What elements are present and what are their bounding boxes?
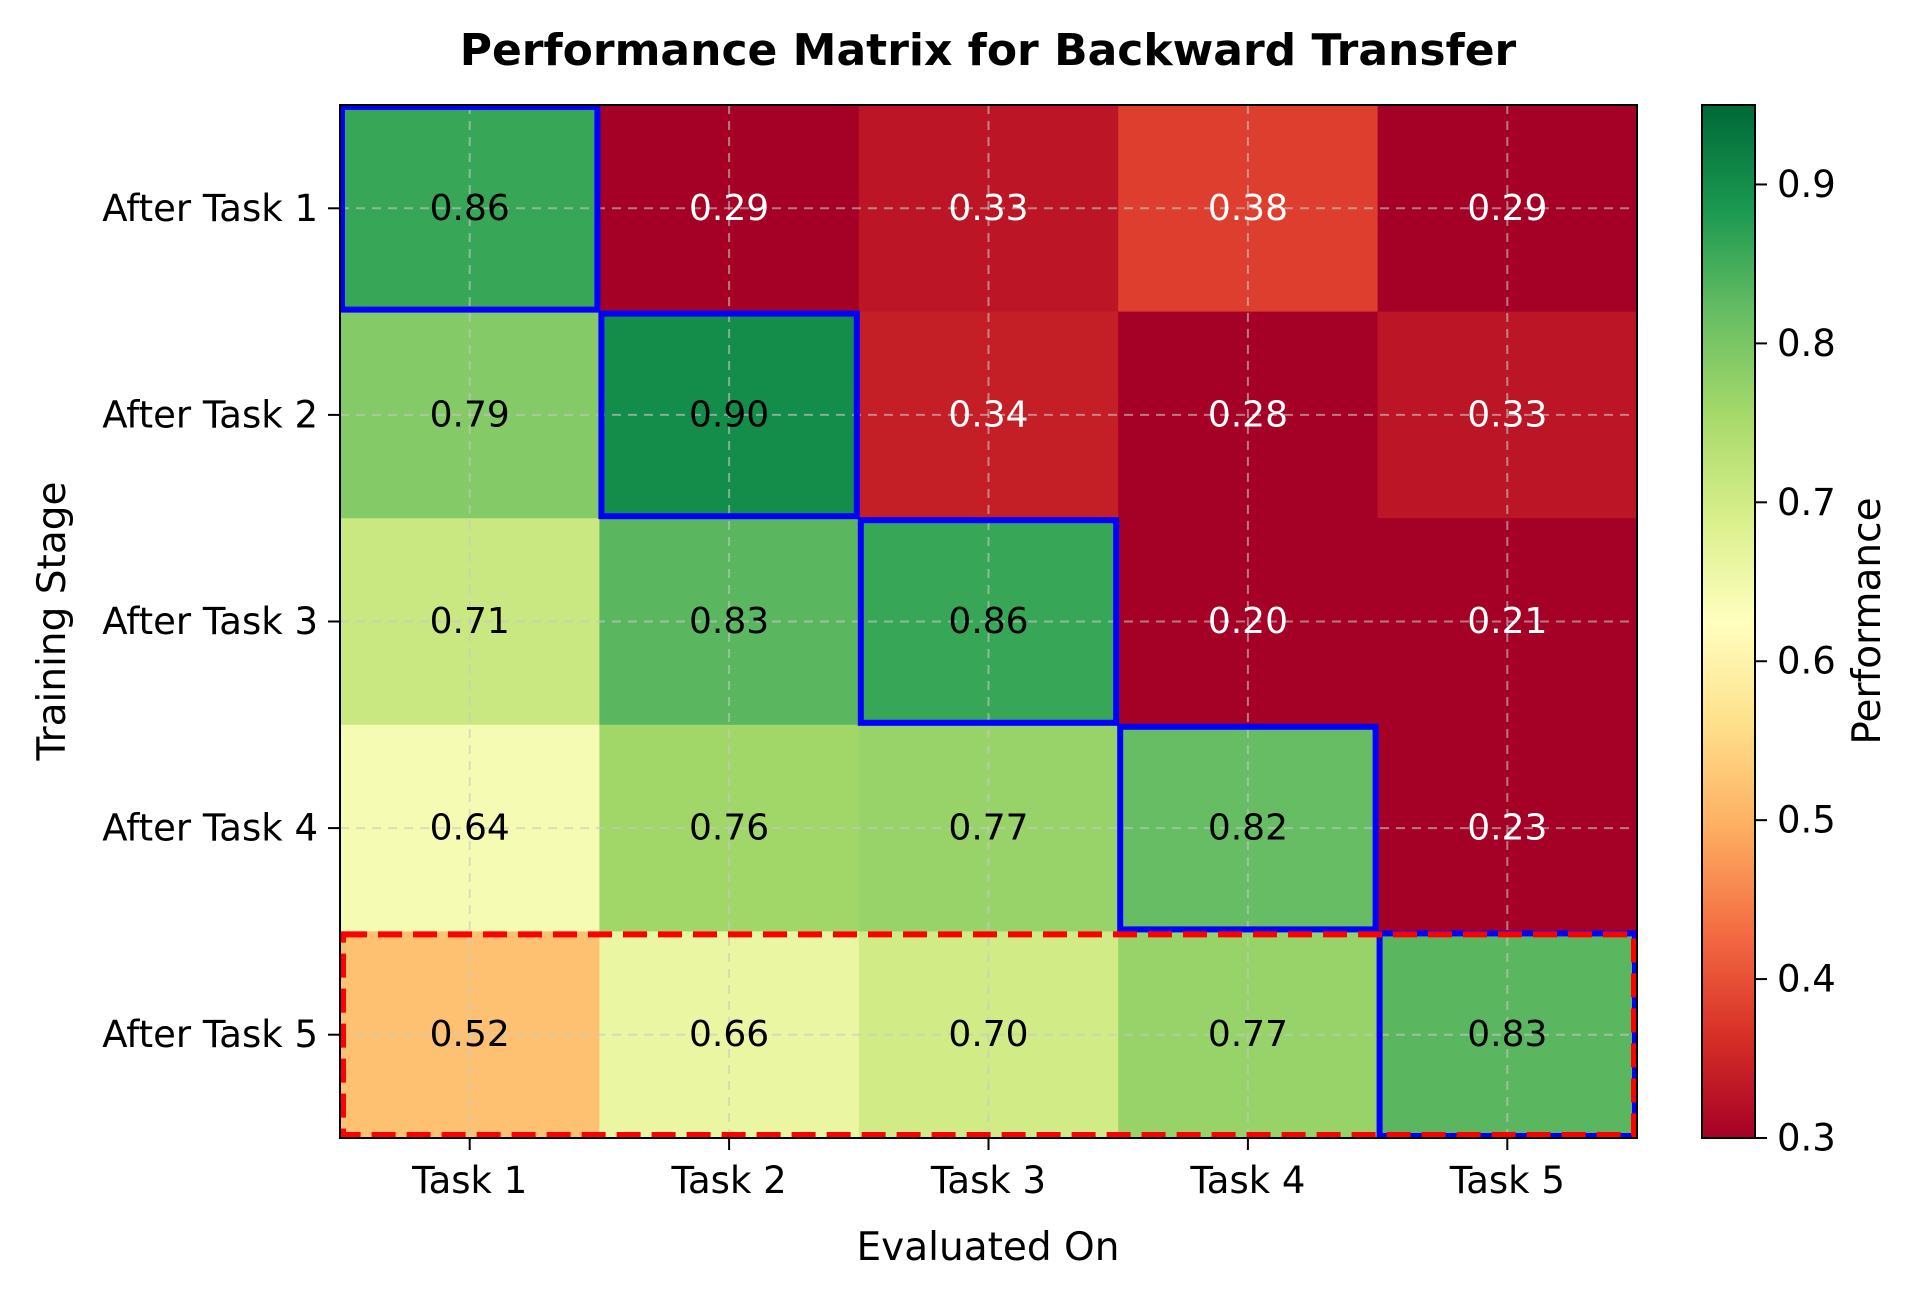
colorbar-label: Performance	[1845, 497, 1890, 744]
cell-value-label: 0.21	[1467, 601, 1547, 642]
cell-value-label: 0.86	[430, 188, 510, 229]
y-tick-label: After Task 3	[102, 600, 318, 643]
colorbar-ticks: 0.3 0.4 0.5 0.6 0.7 0.8 0.9	[1755, 163, 1836, 1160]
cell-value-label: 0.77	[1208, 1014, 1288, 1055]
cell-value-labels: 0.86 0.29 0.33 0.38 0.29 0.79 0.90 0.34 0.28 0.33…	[430, 188, 1548, 1055]
cell-value-label: 0.82	[1208, 808, 1288, 849]
cell-value-label: 0.38	[1208, 188, 1288, 229]
highlight-outlines	[339, 104, 1638, 1140]
y-tick-label: After Task 2	[102, 393, 318, 436]
cell-value-label: 0.64	[430, 808, 510, 849]
cell-value-label: 0.33	[1467, 394, 1547, 435]
y-tick-label: After Task 1	[102, 187, 318, 230]
diagonal-outline	[1117, 723, 1379, 933]
final-row-outline	[340, 931, 1637, 1139]
x-tick-label: Task 4	[1189, 1159, 1305, 1202]
chart-title: Performance Matrix for Backward Transfer	[460, 25, 1517, 76]
colorbar-tick-label: 0.9	[1777, 163, 1836, 206]
cell-value-label: 0.71	[430, 601, 510, 642]
y-tick-label: After Task 4	[102, 807, 318, 850]
cell-value-label: 0.28	[1208, 394, 1288, 435]
colorbar	[1701, 104, 1756, 1139]
cell-value-label: 0.23	[1467, 808, 1547, 849]
diagonal-outline	[598, 310, 860, 520]
cell-value-label: 0.52	[430, 1014, 510, 1055]
cell-value-label: 0.79	[430, 394, 510, 435]
cell-value-label: 0.83	[689, 601, 769, 642]
cell-value-label: 0.70	[948, 1014, 1028, 1055]
cell-value-label: 0.76	[689, 808, 769, 849]
cell-value-label: 0.77	[948, 808, 1028, 849]
x-axis-label: Evaluated On	[857, 1225, 1120, 1270]
colorbar-tick-label: 0.7	[1777, 481, 1836, 524]
cell-value-label: 0.34	[948, 394, 1028, 435]
diagonal-outline	[857, 517, 1120, 726]
diagonal-outline	[339, 104, 601, 313]
x-tick-label: Task 2	[671, 1159, 787, 1202]
colorbar-tick-label: 0.5	[1777, 799, 1836, 842]
y-tick-label: After Task 5	[102, 1013, 318, 1056]
cell-value-label: 0.66	[689, 1014, 769, 1055]
colorbar-tick-label: 0.4	[1777, 958, 1836, 1001]
x-tick-label: Task 1	[411, 1159, 527, 1202]
cell-value-label: 0.83	[1467, 1014, 1547, 1055]
grid-lines	[340, 105, 1637, 1138]
x-tick-label: Task 5	[1449, 1159, 1565, 1202]
cell-value-label: 0.86	[948, 601, 1028, 642]
colorbar-tick-label: 0.3	[1777, 1117, 1836, 1160]
x-tick-label: Task 3	[930, 1159, 1046, 1202]
colorbar-tick-label: 0.8	[1777, 322, 1836, 365]
cell-value-label: 0.29	[1467, 188, 1547, 229]
cell-value-label: 0.90	[689, 394, 769, 435]
y-axis-label: Training Stage	[30, 482, 75, 762]
cell-value-label: 0.29	[689, 188, 769, 229]
colorbar-tick-label: 0.6	[1777, 640, 1836, 683]
cell-value-label: 0.33	[948, 188, 1028, 229]
x-axis-ticks: Task 1 Task 2 Task 3 Task 4 Task 5	[411, 1138, 1565, 1202]
cell-value-label: 0.20	[1208, 601, 1288, 642]
y-axis-ticks: After Task 1 After Task 2 After Task 3 Afte…	[102, 187, 340, 1056]
